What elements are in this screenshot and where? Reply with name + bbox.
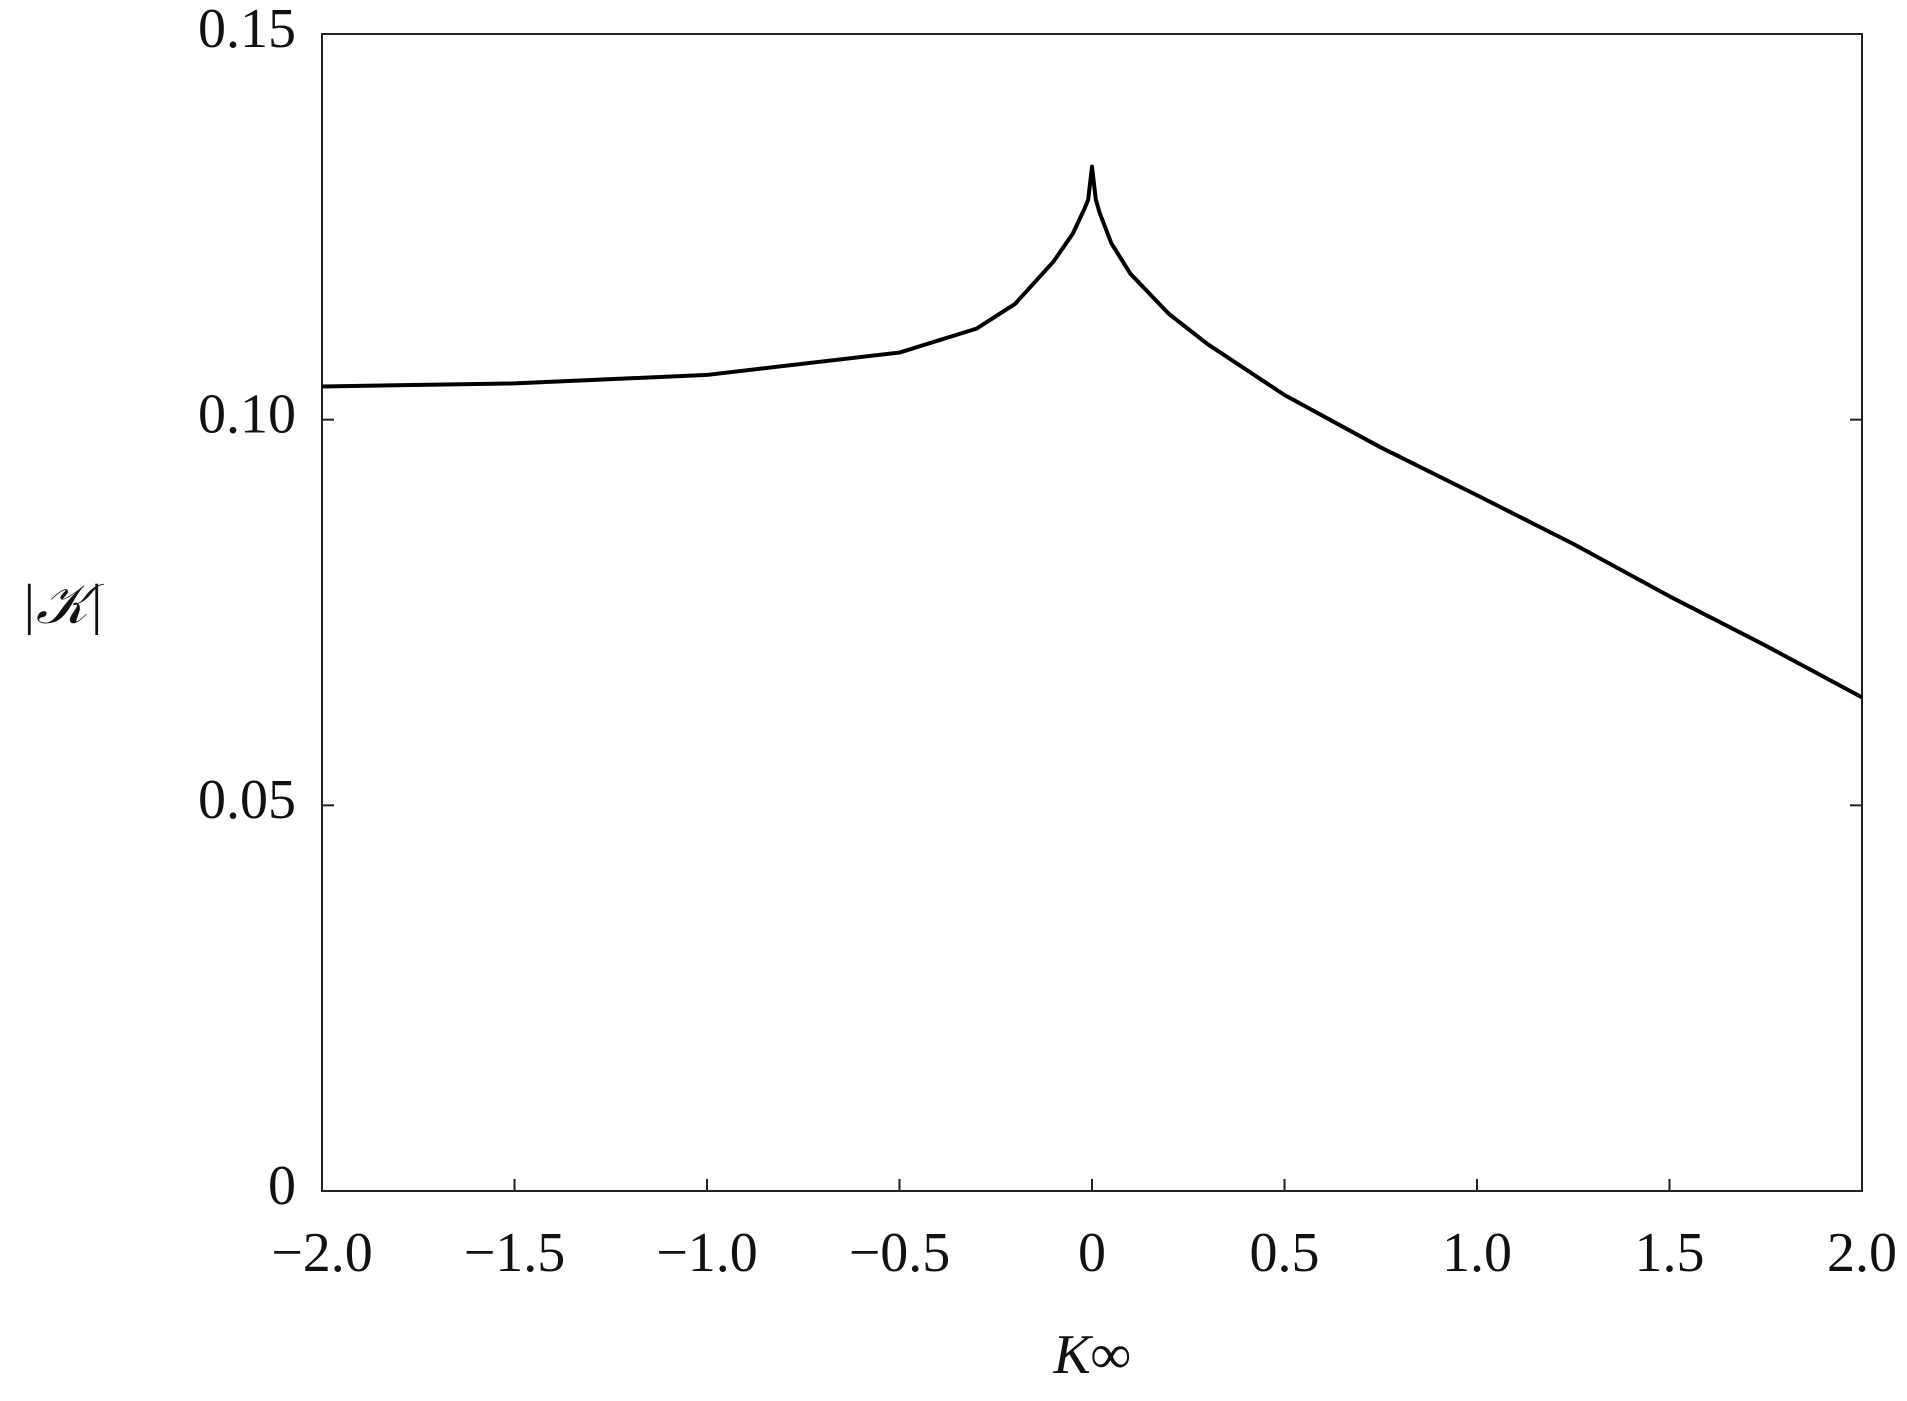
y-tick-label: 0.15 [198, 0, 296, 60]
x-tick-label: 0 [1078, 1222, 1106, 1284]
y-axis-label: |𝒦| [21, 574, 105, 636]
x-tick-label: −1.5 [464, 1222, 566, 1284]
x-tick-label: 0.5 [1250, 1222, 1320, 1284]
data-line [321, 164, 1863, 700]
x-tick-label: −2.0 [271, 1222, 373, 1284]
x-tick-label: 2.0 [1827, 1222, 1897, 1284]
x-axis-label: K∞ [1052, 1324, 1130, 1386]
y-tick-label: 0.05 [198, 769, 296, 831]
plot-frame [321, 33, 1863, 1192]
x-tick-label: −1.0 [656, 1222, 758, 1284]
y-tick-label: 0 [268, 1155, 296, 1217]
x-tick-label: 1.5 [1635, 1222, 1705, 1284]
x-tick-label: −0.5 [849, 1222, 951, 1284]
y-tick-label: 0.10 [198, 384, 296, 446]
x-tick-label: 1.0 [1442, 1222, 1512, 1284]
